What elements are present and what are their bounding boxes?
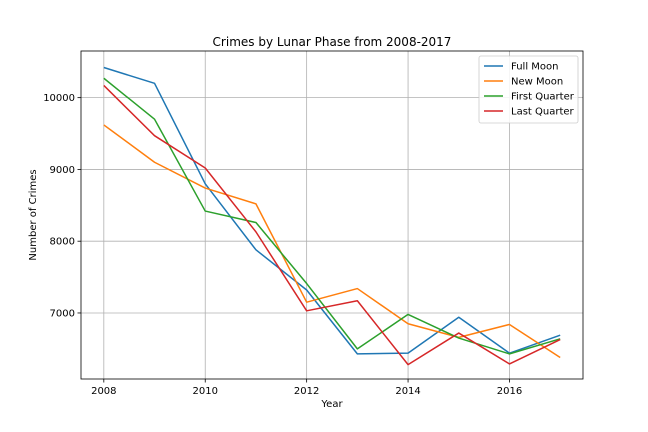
y-tick-label: 7000 (50, 308, 75, 319)
legend-label-full-moon: Full Moon (511, 62, 558, 73)
x-tick-label: 2012 (294, 386, 319, 397)
legend: Full Moon New Moon First Quarter Last Quart… (478, 55, 579, 124)
legend-label-last-quarter: Last Quarter (511, 107, 575, 118)
y-tick-label: 8000 (50, 237, 75, 248)
x-tick-label: 2016 (497, 386, 522, 397)
y-tick-label: 9000 (50, 165, 75, 176)
axis-ticks: 2008 2010 2012 2014 2016 7000 8000 9000 10000 (43, 93, 522, 397)
y-axis-title: Number of Crimes (28, 169, 39, 260)
series-line-new-moon (103, 124, 561, 359)
y-tick-label: 10000 (43, 93, 75, 104)
x-axis-title: Year (320, 399, 343, 410)
x-tick-label: 2010 (193, 386, 218, 397)
series-line-first-quarter (103, 77, 561, 355)
grid (81, 51, 583, 379)
series-lines (103, 66, 561, 366)
x-tick-label: 2008 (91, 386, 116, 397)
plot-frame (80, 50, 584, 380)
chart-title: Crimes by Lunar Phase from 2008-2017 (213, 35, 452, 49)
legend-label-first-quarter: First Quarter (511, 92, 575, 103)
series-line-full-moon (103, 66, 561, 355)
x-tick-label: 2014 (395, 386, 420, 397)
series-line-last-quarter (103, 84, 561, 366)
legend-label-new-moon: New Moon (511, 77, 563, 88)
legend-box (478, 55, 579, 124)
